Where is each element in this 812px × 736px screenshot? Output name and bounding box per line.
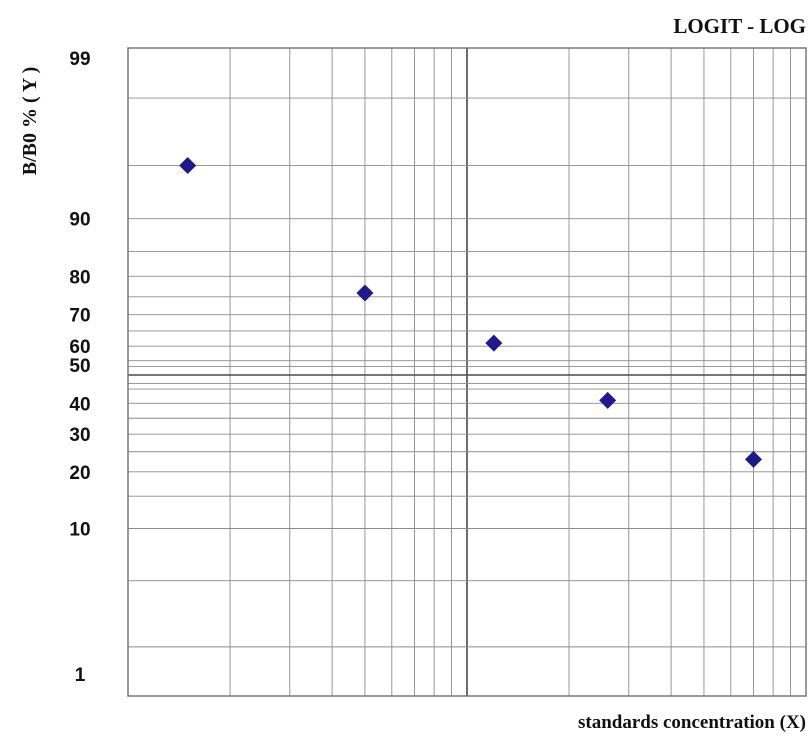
data-point-diamond [179, 156, 197, 174]
data-point-diamond [485, 334, 503, 352]
y-tick-label: 60 [69, 337, 90, 358]
y-tick-label: 10 [69, 519, 90, 540]
data-point-diamond [744, 450, 762, 468]
y-tick-label: 40 [69, 394, 90, 415]
y-tick-label: 30 [69, 425, 90, 446]
x-axis-label: standards concentration (X) [578, 712, 806, 733]
chart-grid [128, 48, 806, 697]
chart-title: LOGIT - LOG [673, 14, 806, 38]
y-tick-label: 80 [69, 267, 90, 288]
y-tick-label: 90 [69, 210, 90, 231]
y-tick-label: 99 [69, 49, 90, 70]
plot-frame [127, 47, 807, 697]
data-point-diamond [599, 391, 617, 409]
y-tick-label: 20 [69, 463, 90, 484]
y-tick-label: 70 [69, 306, 90, 327]
y-axis-label: B/B0 % ( Y ) [19, 67, 41, 176]
y-tick-label: 1 [75, 665, 86, 686]
data-points [179, 156, 762, 468]
y-tick-label: 50 [69, 356, 90, 377]
data-point-diamond [356, 284, 374, 302]
